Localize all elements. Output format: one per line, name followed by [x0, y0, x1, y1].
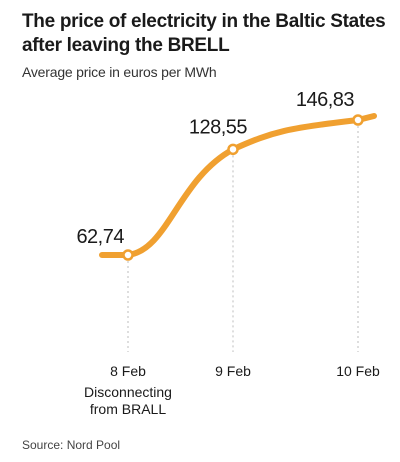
value-labels: 62,74 128,55 146,83: [76, 89, 354, 248]
data-points: [122, 114, 364, 261]
data-point-2: [352, 114, 364, 126]
x-tick-labels: 8 Feb 9 Feb 10 Feb: [110, 363, 380, 379]
annotation-line-0-1: from BRALL: [90, 401, 166, 417]
x-tick-label-0: 8 Feb: [110, 363, 146, 379]
data-point-1: [227, 143, 239, 156]
source-note: Source: Nord Pool: [22, 438, 121, 452]
x-tick-label-2: 10 Feb: [336, 363, 380, 379]
chart-subtitle: Average price in euros per MWh: [22, 64, 217, 80]
value-label-0: 62,74: [76, 226, 124, 248]
guide-lines: [127, 126, 359, 352]
data-point-0: [122, 249, 134, 261]
chart-title: The price of electricity in the Baltic S…: [22, 11, 386, 56]
value-label-1: 128,55: [189, 116, 248, 138]
x-tick-label-1: 9 Feb: [215, 363, 251, 379]
annotation-line-0-0: Disconnecting: [84, 384, 172, 400]
value-label-2: 146,83: [296, 89, 355, 111]
